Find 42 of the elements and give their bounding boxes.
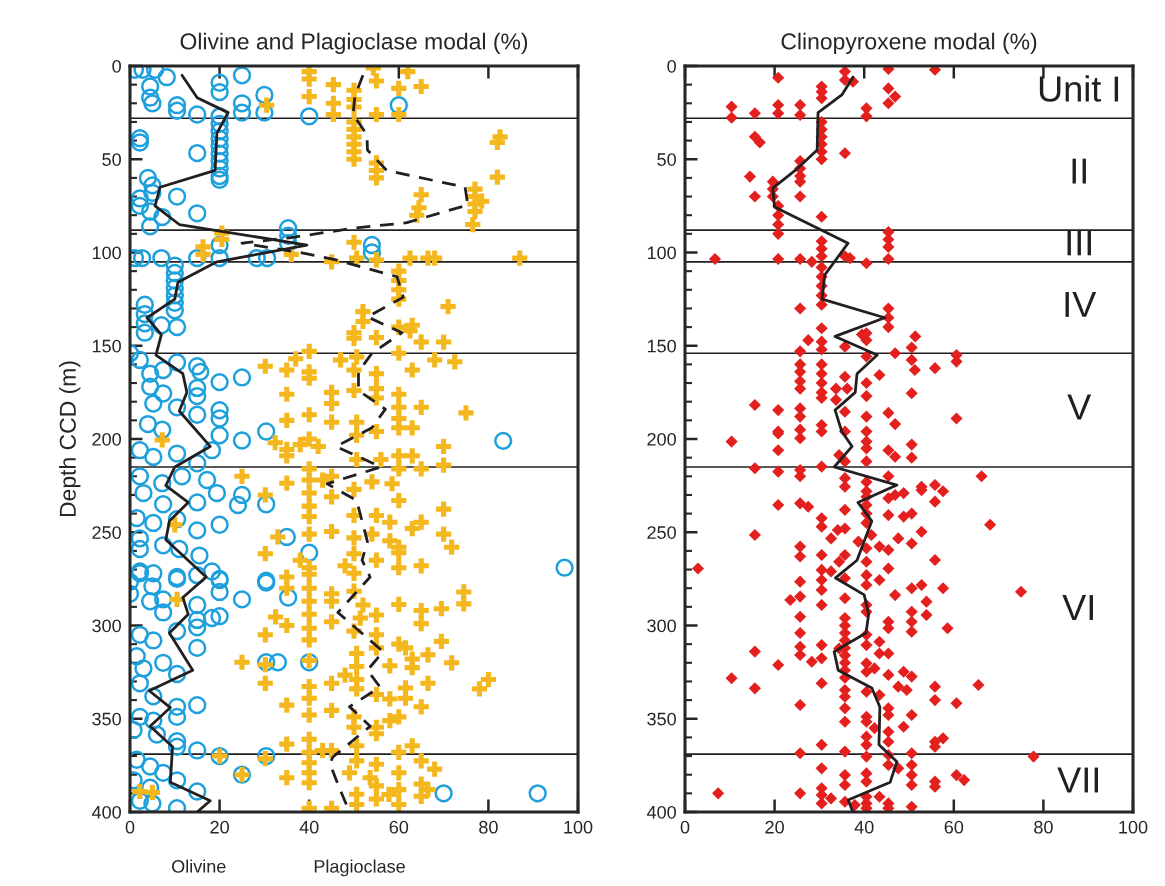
- annotation: Unit I: [1039, 75, 1119, 102]
- text: Plagioclase: [314, 859, 405, 877]
- y-tick-label: 150: [647, 339, 676, 353]
- y-tick-label: 250: [647, 526, 676, 539]
- x-tick-label: 60: [389, 820, 409, 834]
- y-tick-label: 0: [667, 59, 676, 73]
- y-tick-label: 200: [92, 432, 121, 446]
- y-tick-label: 50: [102, 153, 121, 166]
- annotation: II: [1072, 158, 1086, 184]
- text: Olivine: [172, 859, 226, 873]
- x-tick-label: 20: [210, 820, 229, 834]
- x-tick-label: 80: [479, 820, 498, 834]
- y-tick-label: 150: [92, 339, 121, 353]
- y-tick-label: 400: [91, 805, 121, 819]
- x-tick-label: 40: [299, 820, 319, 834]
- y-tick-label: 350: [647, 712, 676, 726]
- y-tick-label: 0: [112, 59, 121, 73]
- x-tick-label: 60: [944, 820, 964, 834]
- annotation: VII: [1057, 767, 1098, 793]
- x-tick-label: 80: [1034, 820, 1053, 834]
- y-tick-label: 100: [92, 246, 121, 260]
- y-tick-label: 50: [657, 153, 676, 166]
- x-tick-label: 0: [680, 820, 690, 834]
- y-tick-label: 250: [92, 526, 121, 539]
- y-tick-label: 400: [646, 805, 676, 819]
- y-tick-label: 350: [92, 712, 121, 726]
- y-tick-label: 300: [92, 619, 121, 633]
- y-tick-label: 200: [647, 432, 676, 446]
- x-tick-label: 100: [1119, 820, 1148, 834]
- chart-title: Clinopyroxene modal (%): [781, 32, 1037, 55]
- annotation: III: [1067, 230, 1091, 256]
- y-tick-label: 100: [647, 246, 676, 260]
- chart-title: Olivine and Plagioclase modal (%): [180, 32, 528, 55]
- annotation: V: [1067, 394, 1092, 420]
- x-tick-label: 100: [564, 820, 593, 834]
- x-tick-label: 40: [854, 820, 874, 834]
- y-axis-title: Depth CCD (m): [59, 361, 81, 517]
- y-tick-label: 300: [647, 619, 676, 633]
- annotation: VI: [1062, 595, 1093, 620]
- annotation: IV: [1065, 292, 1097, 317]
- x-tick-label: 20: [765, 820, 784, 834]
- x-tick-label: 0: [125, 820, 135, 834]
